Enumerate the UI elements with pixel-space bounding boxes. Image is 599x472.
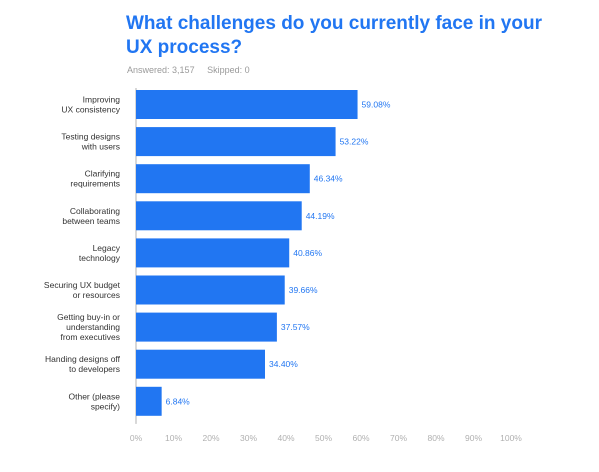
bar [136,164,310,194]
category-label: Handing designs off to developers [45,354,121,374]
bar [136,238,290,268]
value-label: 53.22% [340,137,369,147]
category-label: Legacy technology [79,243,121,263]
chart-title: What challenges do you currently face in… [126,13,542,58]
bar [136,201,302,231]
x-tick-label: 20% [202,433,219,443]
x-tick-label: 40% [277,433,294,443]
x-tick-label: 10% [165,433,182,443]
bar [136,349,265,379]
skipped-value: 0 [244,65,250,75]
category-label-line: Collaborating [70,206,120,216]
category-label-line: Legacy [93,243,121,253]
x-tick-label: 50% [315,433,332,443]
category-label: Testing designs with users [61,132,120,152]
x-tick-label: 30% [240,433,257,443]
bar [136,312,277,342]
x-tick-label: 0% [130,433,143,443]
category-label-line: to developers [69,364,120,374]
category-label-line: Clarifying [85,169,121,179]
category-label: Getting buy-in or understanding from execu… [57,312,120,342]
category-label-line: Handing designs off [45,354,121,364]
bar [136,386,162,416]
x-tick-label: 80% [427,433,444,443]
value-label: 46.34% [314,174,343,184]
value-label: 59.08% [362,100,391,110]
x-tick-label: 100% [500,433,522,443]
answered-label: Answered: [127,65,170,75]
bar [136,90,358,119]
x-tick-label: 90% [465,433,482,443]
category-label-line: Testing designs [61,132,120,142]
category-label: Clarifying requirements [70,169,120,189]
category-label-line: specify) [91,401,120,411]
category-label-line: Other (please [69,391,121,401]
category-label-line: requirements [70,179,120,189]
category-label-line: between teams [62,216,120,226]
category-label-line: Getting buy-in or [57,312,120,322]
value-label: 39.66% [289,285,318,295]
category-label-line: Improving [83,95,121,105]
answered-value: 3,157 [172,65,195,75]
category-label: Other (please specify) [69,391,121,411]
value-label: 44.19% [306,211,335,221]
value-label: 6.84% [166,396,191,406]
category-label: Collaborating between teams [62,206,120,226]
x-tick-label: 70% [390,433,407,443]
category-label-line: technology [79,253,121,263]
bar [136,127,336,157]
category-label: Improving UX consistency [61,95,120,115]
value-label: 34.40% [269,359,298,369]
bar [136,275,285,305]
value-label: 37.57% [281,322,310,332]
category-label-line: understanding [66,322,120,332]
value-label: 40.86% [293,248,322,258]
skipped-label: Skipped: [207,65,243,75]
category-label: Securing UX budget or resources [44,280,121,300]
category-label-line: UX consistency [61,105,120,115]
survey-meta: Answered: 3,157 Skipped: 0 [127,65,250,75]
category-label-line: or resources [73,290,120,300]
category-label-line: from executives [60,332,120,342]
category-label-line: with users [81,142,120,152]
x-tick-label: 60% [352,433,369,443]
category-label-line: Securing UX budget [44,280,121,290]
